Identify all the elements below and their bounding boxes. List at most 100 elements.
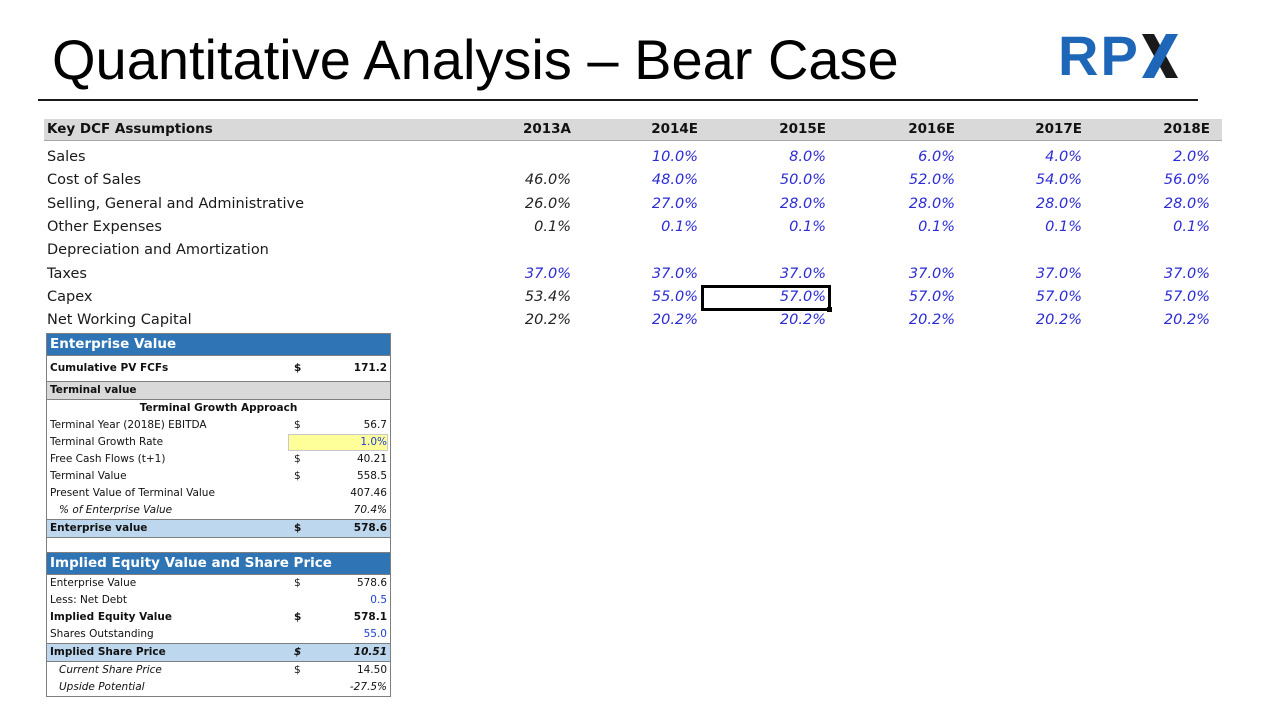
dcf-cell[interactable]: 56.0%: [1163, 172, 1210, 189]
dcf-cell[interactable]: 20.2%: [779, 312, 826, 329]
pct-ev-label: % of Enterprise Value: [59, 504, 173, 516]
dcf-row: Other Expenses 0.1% 0.1% 0.1% 0.1% 0.1% 0.1%: [44, 217, 1222, 240]
dcf-cell[interactable]: 20.2%: [1035, 312, 1082, 329]
year-header: 2015E: [779, 121, 826, 137]
ev-total-label: Enterprise value: [50, 522, 148, 534]
cum-pv-value: 171.2: [353, 362, 387, 374]
net-debt-value[interactable]: 0.5: [370, 594, 387, 606]
pct-ev-row: % of Enterprise Value 70.4%: [47, 502, 390, 519]
dcf-cell[interactable]: 27.0%: [651, 195, 698, 212]
ev-total-row: Enterprise value $ 578.6: [47, 519, 390, 538]
shares-value[interactable]: 55.0: [363, 628, 387, 640]
dcf-cell[interactable]: 28.0%: [779, 195, 826, 212]
slide-title: Quantitative Analysis – Bear Case: [52, 28, 899, 91]
selected-cell-border[interactable]: [701, 285, 831, 311]
dcf-cell[interactable]: 20.2%: [1163, 312, 1210, 329]
cum-pv-row: Cumulative PV FCFs $ 171.2: [47, 355, 390, 381]
dcf-row-label: Depreciation and Amortization: [47, 242, 269, 259]
pct-ev-value: 70.4%: [353, 504, 387, 516]
dcf-cell[interactable]: 37.0%: [1035, 265, 1082, 282]
title-divider: [38, 99, 1198, 101]
tv-value: 558.5: [356, 470, 387, 482]
terminal-value-heading: Terminal value: [50, 384, 137, 396]
dcf-cell[interactable]: 0.1%: [661, 218, 698, 235]
cum-pv-label: Cumulative PV FCFs: [50, 362, 169, 374]
dcf-cell[interactable]: 20.2%: [651, 312, 698, 329]
fcf-label: Free Cash Flows (t+1): [50, 453, 166, 465]
dcf-cell[interactable]: 54.0%: [1035, 172, 1082, 189]
dcf-cell[interactable]: 0.1%: [534, 218, 571, 235]
dcf-cell[interactable]: 37.0%: [524, 265, 571, 282]
dcf-cell[interactable]: 37.0%: [651, 265, 698, 282]
dcf-header-label: Key DCF Assumptions: [47, 121, 213, 137]
dcf-header-row: Key DCF Assumptions 2013A 2014E 2015E 20…: [44, 119, 1222, 141]
approach-row: Terminal Growth Approach: [47, 399, 390, 417]
ev-header: Enterprise Value: [47, 334, 390, 355]
dcf-cell[interactable]: 52.0%: [908, 172, 955, 189]
implied-share-price-row: Implied Share Price $ 10.51: [47, 643, 390, 662]
implied-share-price-label: Implied Share Price: [50, 646, 166, 658]
dcf-row-label: Capex: [47, 288, 93, 305]
tv-row: Terminal Value $ 558.5: [47, 468, 390, 485]
dcf-cell[interactable]: 57.0%: [1035, 288, 1082, 305]
terminal-growth-row: Terminal Growth Rate 1.0%: [47, 434, 390, 451]
dcf-cell[interactable]: 6.0%: [918, 149, 955, 165]
dcf-cell[interactable]: 48.0%: [651, 172, 698, 189]
dcf-cell[interactable]: 50.0%: [779, 172, 826, 189]
dcf-cell[interactable]: 37.0%: [908, 265, 955, 282]
pvtv-value: 407.46: [350, 487, 387, 499]
equity-ev-label: Enterprise Value: [50, 577, 137, 589]
dcf-cell[interactable]: 4.0%: [1045, 149, 1082, 165]
dcf-row: Cost of Sales 46.0% 48.0% 50.0% 52.0% 54.0% 56…: [44, 170, 1222, 193]
fill-handle[interactable]: [827, 307, 832, 312]
input-cell-highlight[interactable]: [288, 434, 388, 451]
year-header: 2017E: [1035, 121, 1082, 137]
fcf-row: Free Cash Flows (t+1) $ 40.21: [47, 451, 390, 468]
dcf-row-label: Other Expenses: [47, 218, 162, 235]
dcf-cell[interactable]: 57.0%: [779, 288, 826, 305]
dcf-cell[interactable]: 20.2%: [908, 312, 955, 329]
currency-symbol: $: [294, 522, 302, 534]
enterprise-value-panel: Enterprise Value Cumulative PV FCFs $ 17…: [46, 333, 391, 697]
dcf-cell[interactable]: 8.0%: [789, 149, 826, 165]
dcf-assumptions-table: Key DCF Assumptions 2013A 2014E 2015E 20…: [44, 119, 1222, 328]
implied-equity-label: Implied Equity Value: [50, 611, 172, 623]
dcf-cell[interactable]: 0.1%: [1173, 218, 1210, 235]
dcf-cell[interactable]: 57.0%: [908, 288, 955, 305]
dcf-row: Taxes 37.0% 37.0% 37.0% 37.0% 37.0% 37.0%: [44, 264, 1222, 287]
dcf-cell[interactable]: 20.2%: [524, 312, 571, 329]
implied-equity-row: Implied Equity Value $ 578.1: [47, 609, 390, 626]
pvtv-row: Present Value of Terminal Value 407.46: [47, 485, 390, 502]
panel-gap: [47, 538, 390, 552]
currency-symbol: $: [294, 664, 301, 676]
dcf-cell[interactable]: 26.0%: [524, 195, 571, 212]
dcf-cell[interactable]: 37.0%: [779, 265, 826, 282]
dcf-cell[interactable]: 0.1%: [1045, 218, 1082, 235]
dcf-cell[interactable]: 46.0%: [524, 172, 571, 189]
dcf-row: Capex 53.4% 55.0% 57.0% 57.0% 57.0% 57.0%: [44, 287, 1222, 310]
currency-symbol: $: [294, 470, 301, 482]
pvtv-label: Present Value of Terminal Value: [50, 487, 215, 499]
shares-label: Shares Outstanding: [50, 628, 154, 640]
dcf-cell[interactable]: 55.0%: [651, 288, 698, 305]
dcf-cell[interactable]: 37.0%: [1163, 265, 1210, 282]
currency-symbol: $: [294, 453, 301, 465]
upside-value: -27.5%: [349, 681, 387, 693]
terminal-year-value: 56.7: [363, 419, 387, 431]
ev-total-value: 578.6: [353, 522, 387, 534]
net-debt-label: Less: Net Debt: [50, 594, 128, 606]
dcf-cell[interactable]: 28.0%: [1035, 195, 1082, 212]
dcf-cell[interactable]: 28.0%: [908, 195, 955, 212]
dcf-cell[interactable]: 53.4%: [524, 288, 571, 305]
dcf-cell[interactable]: 57.0%: [1163, 288, 1210, 305]
dcf-cell[interactable]: 2.0%: [1173, 149, 1210, 165]
dcf-cell[interactable]: 0.1%: [789, 218, 826, 235]
logo-letters: RP: [1058, 24, 1140, 87]
current-share-price-label: Current Share Price: [59, 664, 162, 676]
terminal-growth-value[interactable]: 1.0%: [360, 436, 387, 448]
dcf-cell[interactable]: 10.0%: [651, 149, 698, 165]
dcf-cell[interactable]: 28.0%: [1163, 195, 1210, 212]
year-header: 2013A: [522, 121, 571, 137]
dcf-cell[interactable]: 0.1%: [918, 218, 955, 235]
dcf-row-label: Sales: [47, 149, 86, 165]
